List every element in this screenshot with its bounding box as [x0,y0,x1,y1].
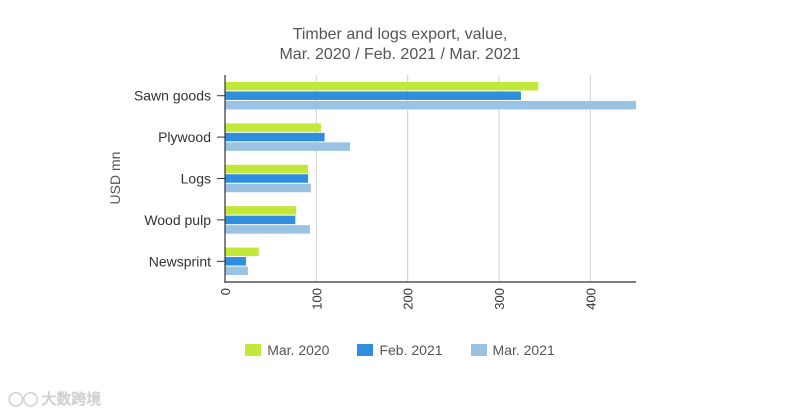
bar [225,183,311,193]
bar [225,164,309,174]
bar [225,132,325,142]
chart-subtitle: Mar. 2020 / Feb. 2021 / Mar. 2021 [279,46,521,63]
logo-icon: ◯◯ [8,390,38,406]
legend-swatch [245,344,262,356]
legend-label: Mar. 2021 [492,342,555,358]
bar [225,81,539,91]
x-tick-label: 400 [583,288,598,310]
watermark-text: 大数跨境 [41,391,102,408]
bar [225,174,309,183]
legend-label: Mar. 2020 [267,342,330,358]
bar [225,225,310,234]
bar [225,100,636,110]
bar [225,91,521,100]
watermark: ◯◯ 大数跨境 [8,388,101,409]
category-label: Plywood [158,129,211,145]
category-label: Newsprint [149,253,211,269]
category-label: Sawn goods [134,88,211,104]
x-tick-label: 300 [492,288,507,310]
legend-item-mar-2020[interactable]: Mar. 2020 [245,342,329,358]
category-label: Logs [181,171,211,187]
bar [225,247,259,257]
legend-swatch [470,344,487,356]
bar [225,206,297,215]
x-tick-label: 100 [309,288,324,310]
bar [225,123,321,132]
x-tick-label: 0 [218,288,233,295]
legend: Mar. 2020 Feb. 2021 Mar. 2021 [0,342,800,358]
chart-title: Timber and logs export, value, [292,26,508,43]
legend-item-feb-2021[interactable]: Feb. 2021 [357,342,443,358]
bar [225,215,296,225]
legend-label: Feb. 2021 [379,342,443,358]
x-tick-label: 200 [401,288,416,310]
y-axis-title: USD mn [107,152,123,205]
legend-swatch [357,344,374,356]
bar [225,266,248,276]
bar [225,257,247,266]
category-label: Wood pulp [144,212,211,228]
legend-item-mar-2021[interactable]: Mar. 2021 [470,342,555,358]
bar [225,142,351,151]
